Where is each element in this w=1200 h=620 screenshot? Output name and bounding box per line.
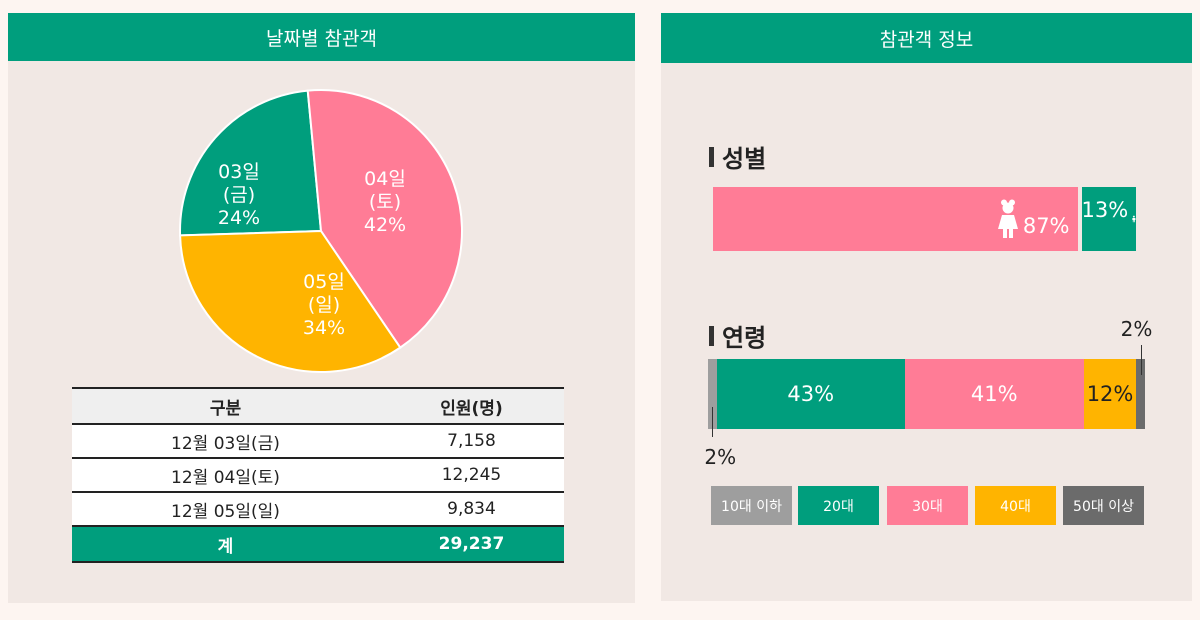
table-cell-date: 12월 04일(토) [72,458,379,493]
legend-30s: 30대 [887,486,968,525]
gender-female-label: 87% [1022,214,1070,238]
pie-slice-day-03 [179,89,323,237]
age-bar-20s: 43% [716,359,905,429]
gender-title-text: 성별 [722,145,767,173]
title-marker [709,325,714,346]
visitor-info-header: 참관객 정보 [661,13,1192,63]
legend-40s: 40대 [975,486,1056,525]
table-total-count: 29,237 [378,526,564,563]
age-50s-over-callout: 2% [1120,317,1153,341]
table-header-category: 구분 [72,387,379,425]
table-cell-count: 9,834 [378,492,564,527]
visitor-info-title: 참관객 정보 [879,28,974,51]
female-person-icon [997,199,1018,238]
table-total-label: 계 [72,526,379,563]
callout-tick [712,407,714,437]
age-title-text: 연령 [722,324,767,352]
age-10s-under-callout: 2% [704,445,737,469]
age-bar-label: 41% [970,382,1018,406]
daily-visitors-title: 날짜별 참관객 [266,27,377,50]
title-marker [709,146,714,167]
age-bar-label: 43% [787,382,835,406]
pie-label-day-05: 05일 (일) 34% [302,271,346,339]
table-cell-date: 12월 03일(금) [72,424,379,459]
table-row: 12월 03일(금) 7,158 [72,424,564,459]
age-bar-40s: 12% [1083,359,1137,429]
table-row: 12월 05일(일) 9,834 [72,492,564,527]
daily-visitors-header: 날짜별 참관객 [8,13,635,61]
age-bar-label: 12% [1086,382,1134,406]
legend-10s-under: 10대 이하 [711,486,792,525]
pie-chart [179,89,463,373]
age-section-title: 연령 [709,318,766,353]
table-cell-date: 12월 05일(일) [72,492,379,527]
visitor-table: 구분 인원(명) 12월 03일(금) 7,158 12월 04일(토) 12,… [72,387,564,563]
age-bar-30s: 41% [904,359,1084,429]
pie-slice-day-04 [306,89,463,350]
gender-bar-male: 13% [1081,187,1136,251]
callout-tick [1140,345,1142,375]
gender-section-title: 성별 [709,139,766,174]
visitor-info-panel: 참관객 정보 성별 87% 13% 연령 2% 43% 41% 12% 2% 10대 이하… [661,13,1192,601]
legend-50s-over: 50대 이상 [1063,486,1144,525]
pie-label-day-04: 04일 (토) 42% [363,168,407,236]
table-total-row: 계 29,237 [72,526,564,563]
table-row: 12월 04일(토) 12,245 [72,458,564,493]
pie-label-day-03: 03일 (금) 24% [217,161,261,229]
table-cell-count: 12,245 [378,458,564,493]
daily-visitors-panel: 날짜별 참관객 03일 (금) 24% 04일 (토) 42% 05일 (일) … [8,13,635,603]
table-header-count: 인원(명) [378,387,564,425]
age-bar-10s-under [708,359,717,429]
age-bar-50s-over [1136,359,1145,429]
legend-20s: 20대 [798,486,879,525]
gender-male-label: 13% [1081,198,1129,222]
male-person-icon [1132,215,1136,223]
table-header-row: 구분 인원(명) [72,387,564,425]
gender-bar-female: 87% [713,187,1078,251]
pie-slice-day-05 [179,229,402,373]
table-cell-count: 7,158 [378,424,564,459]
